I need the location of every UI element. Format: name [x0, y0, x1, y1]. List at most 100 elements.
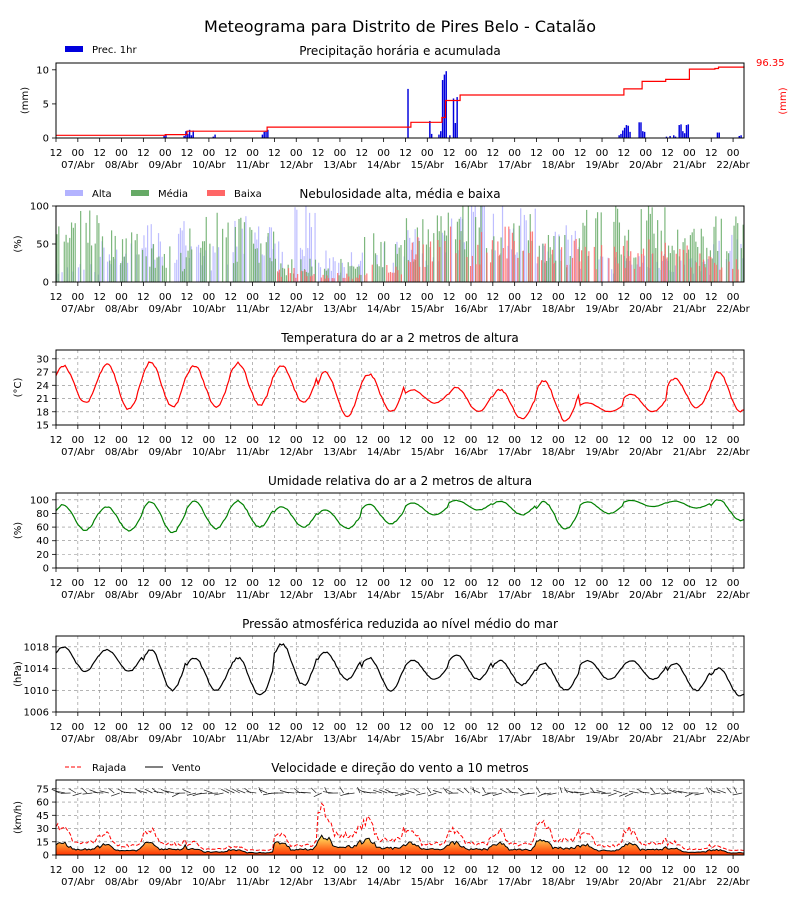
precip-bar	[623, 127, 626, 138]
cloud-bar-low	[293, 268, 295, 282]
cloud-bar-low	[732, 268, 734, 282]
x-hour-label: 12	[355, 865, 368, 876]
cloud-bar-low	[449, 226, 452, 282]
cloud-bar-low	[662, 255, 665, 282]
cloud-bar-high	[729, 250, 731, 282]
x-day-label: 14/Abr	[367, 304, 401, 315]
cloud-bar-high	[183, 221, 185, 282]
x-day-label: 17/Abr	[498, 877, 532, 888]
cloud-bar-mid	[185, 257, 187, 282]
cloud-bar-low	[666, 257, 668, 282]
x-hour-label: 12	[399, 292, 412, 303]
cloud-bar-mid	[238, 218, 240, 282]
cloud-bar-mid	[70, 222, 73, 282]
cloud-bar-high	[602, 256, 604, 282]
cloud-bar-high	[147, 225, 149, 282]
x-hour-label: 00	[159, 292, 172, 303]
cloud-bar-mid	[111, 230, 113, 282]
cloud-bar-mid	[586, 209, 588, 282]
cloud-bar-mid	[94, 243, 96, 282]
cloud-bar-high	[574, 230, 576, 282]
x-hour-label: 12	[486, 865, 499, 876]
cloud-bar-mid	[720, 218, 722, 282]
x-hour-label: 12	[399, 722, 412, 733]
cloud-bar-mid	[558, 236, 560, 282]
cloud-bar-low	[471, 255, 473, 282]
x-hour-label: 00	[421, 292, 434, 303]
x-day-label: 12/Abr	[280, 447, 314, 458]
cloud-bar-mid	[98, 223, 100, 282]
cloud-bar-low	[278, 269, 281, 282]
cloud-bar-low	[690, 267, 692, 282]
cloud-bar-mid	[673, 250, 675, 282]
x-day-label: 22/Abr	[716, 447, 750, 458]
cloud-bar-mid	[396, 253, 398, 282]
cloud-bar-high	[638, 256, 640, 282]
cloud-bar-low	[280, 276, 282, 282]
x-hour-label: 12	[224, 578, 237, 589]
cloud-bar-mid	[252, 243, 255, 282]
x-hour-label: 12	[618, 578, 631, 589]
cloud-bar-high	[414, 229, 416, 282]
x-day-label: 08/Abr	[105, 734, 139, 745]
x-day-label: 07/Abr	[61, 447, 95, 458]
wind-direction-arrow	[81, 787, 88, 794]
cloud-bar-mid	[376, 264, 378, 282]
x-hour-label: 00	[552, 865, 565, 876]
wind-direction-arrow	[295, 791, 306, 794]
cloud-bar-high	[177, 233, 180, 282]
cloud-bar-mid	[300, 259, 302, 282]
cloud-bar-low	[608, 258, 610, 282]
cloud-bar-high	[303, 256, 305, 282]
x-hour-label: 00	[639, 578, 652, 589]
x-day-label: 09/Abr	[149, 160, 183, 171]
cloud-bar-mid	[285, 275, 287, 282]
cloud-bar-mid	[713, 226, 715, 282]
cloud-bar-high	[392, 262, 394, 282]
cloud-bar-high	[525, 220, 527, 282]
cloud-bar-mid	[618, 222, 621, 282]
x-day-label: 21/Abr	[673, 304, 707, 315]
x-day-label: 07/Abr	[61, 590, 95, 601]
x-hour-label: 12	[268, 435, 281, 446]
wind-direction-arrow	[650, 787, 656, 794]
cloud-bar-low	[721, 267, 723, 282]
x-day-label: 07/Abr	[61, 304, 95, 315]
cloud-bar-low	[486, 252, 488, 282]
wind-direction-arrow	[340, 792, 350, 797]
x-day-label: 11/Abr	[236, 160, 270, 171]
cloud-bar-mid	[158, 256, 160, 282]
x-hour-label: 12	[355, 148, 368, 159]
panel-3: Umidade relativa do ar a 2 metros de alt…	[13, 474, 751, 601]
x-hour-label: 12	[618, 292, 631, 303]
cloud-bar-mid	[114, 235, 116, 282]
cloud-bar-high	[536, 263, 538, 282]
cloud-bar-low	[342, 277, 344, 282]
cloud-bar-low	[580, 250, 583, 282]
cloud-bar-mid	[651, 207, 653, 282]
cloud-bar-low	[320, 277, 322, 282]
x-hour-label: 00	[465, 148, 478, 159]
x-day-label: 12/Abr	[280, 304, 314, 315]
x-hour-label: 12	[312, 578, 325, 589]
cloud-bar-low	[737, 269, 739, 282]
y-tick-label: 15	[36, 421, 49, 432]
cloud-bar-mid	[249, 227, 251, 282]
x-day-label: 15/Abr	[411, 304, 445, 315]
x-hour-label: 12	[443, 865, 456, 876]
cloud-bar-low	[489, 262, 492, 282]
x-hour-label: 12	[355, 435, 368, 446]
x-day-label: 18/Abr	[542, 734, 576, 745]
x-day-label: 20/Abr	[629, 304, 663, 315]
wind-direction-arrow	[547, 792, 557, 796]
x-hour-label: 12	[530, 148, 543, 159]
x-day-label: 19/Abr	[585, 590, 619, 601]
x-hour-label: 12	[443, 722, 456, 733]
wind-direction-arrow	[221, 788, 230, 794]
wind-direction-arrow	[310, 787, 317, 794]
cloud-bar-mid	[309, 258, 311, 282]
cloud-bar-mid	[351, 265, 353, 282]
precip-bar	[429, 120, 431, 138]
cloud-bar-low	[571, 257, 574, 282]
cloud-bar-high	[472, 211, 475, 282]
